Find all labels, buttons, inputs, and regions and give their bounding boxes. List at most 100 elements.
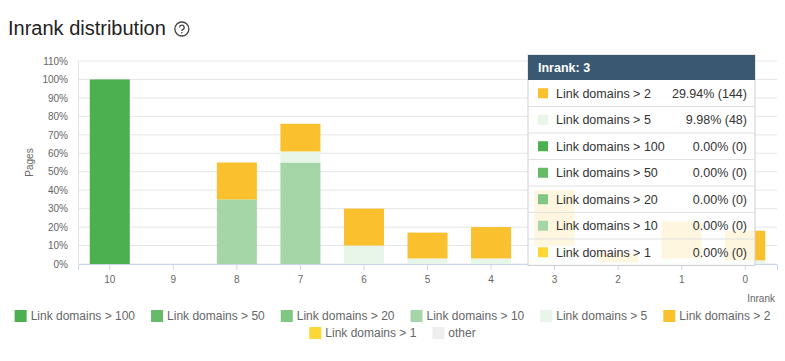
bar <box>217 163 257 200</box>
y-tick: 50% <box>48 166 78 177</box>
bar <box>471 227 511 228</box>
bar <box>344 209 384 246</box>
tooltip-value: 0.00% (0) <box>693 193 747 207</box>
x-tick: 5 <box>425 264 431 285</box>
y-tick-label: 110% <box>43 56 68 67</box>
y-axis-title: Pages <box>24 148 35 176</box>
legend-label: Link domains > 50 <box>167 309 265 323</box>
bar <box>407 232 447 233</box>
bar <box>344 208 384 209</box>
bar <box>280 124 320 152</box>
x-tick: 6 <box>361 264 367 285</box>
y-tick: 40% <box>48 185 78 196</box>
tooltip-header <box>528 55 755 80</box>
x-tick-label: 5 <box>425 274 431 285</box>
y-tick: 20% <box>48 222 78 233</box>
tooltip-value: 0.00% (0) <box>693 166 747 180</box>
y-tick-label: 70% <box>48 130 68 141</box>
legend: Link domains > 100 Link domains > 50 Link … <box>15 309 771 340</box>
tooltip-divider <box>528 159 755 160</box>
tooltip-swatch <box>538 247 548 257</box>
tooltip-row: Link domains > 500.00% (0) <box>528 160 755 181</box>
bar <box>217 162 257 163</box>
bar <box>153 264 193 265</box>
legend-swatch <box>281 310 293 322</box>
legend-label: Link domains > 10 <box>427 309 525 323</box>
legend-swatch <box>411 310 423 322</box>
y-tick-label: 40% <box>48 185 68 196</box>
y-tick-label: 30% <box>48 203 68 214</box>
y-axis: 0% 10% 20% 30% 40% 50% 60% 70% 80% 90% 100% 110% <box>42 56 78 270</box>
y-tick-label: 0% <box>54 259 69 270</box>
x-tick: 9 <box>171 264 177 285</box>
y-tick: 60% <box>48 148 78 159</box>
legend-item: Link domains > 10 <box>411 309 525 323</box>
tooltip-row: Link domains > 100.00% (0) <box>528 213 755 234</box>
tooltip-divider <box>528 186 755 187</box>
bar <box>344 208 384 209</box>
tooltip-name: Link domains > 20 <box>556 193 658 207</box>
x-tick-label: 0 <box>742 274 748 285</box>
legend-swatch <box>15 310 27 322</box>
bar <box>407 232 447 233</box>
legend-swatch <box>432 327 444 339</box>
y-tick: 100% <box>42 74 78 85</box>
bar <box>344 246 384 264</box>
tooltip-value: 29.94% (144) <box>672 87 747 101</box>
tooltip-row: Link domains > 10.00% (0) <box>528 239 755 260</box>
y-axis-line <box>78 62 79 265</box>
bar <box>153 264 193 265</box>
tooltip-divider <box>528 239 755 240</box>
x-tick-label: 9 <box>171 274 177 285</box>
bar <box>280 123 320 124</box>
y-tick-label: 20% <box>48 222 68 233</box>
bar <box>471 227 511 258</box>
x-tick-label: 6 <box>361 274 367 285</box>
legend-item: Link domains > 100 <box>15 309 136 323</box>
chart: Inrank distribution0%10%20%30%40%50%60%7… <box>0 0 785 361</box>
bar <box>153 264 193 265</box>
bar <box>90 79 130 264</box>
y-tick-label: 10% <box>48 240 68 251</box>
y-tick: 70% <box>48 130 78 141</box>
y-tick: 80% <box>48 111 78 122</box>
x-tick-mark <box>173 264 174 270</box>
y-tick-label: 80% <box>48 111 68 122</box>
tooltip-swatch <box>538 141 548 151</box>
legend-swatch <box>309 327 321 339</box>
x-tick-mark <box>300 264 301 270</box>
bar <box>471 258 511 264</box>
tooltip-box <box>528 55 755 266</box>
legend-label: Link domains > 1 <box>325 326 416 340</box>
tooltip-value: 0.00% (0) <box>693 140 747 154</box>
x-tick-label: 3 <box>552 274 558 285</box>
help-icon <box>175 22 189 36</box>
x-tick-label: 10 <box>104 274 116 285</box>
bar <box>153 264 193 265</box>
tooltip-swatch <box>538 168 548 178</box>
legend-item: other <box>432 326 475 340</box>
bar <box>153 264 193 265</box>
x-tick: 7 <box>298 264 304 285</box>
legend-swatch <box>151 310 163 322</box>
bar <box>90 79 130 80</box>
legend-label: Link domains > 100 <box>31 309 136 323</box>
tooltip: Inrank: 3Link domains > 229.94% (144)Lin… <box>528 55 755 266</box>
x-tick: 4 <box>488 264 494 285</box>
bar-series <box>217 163 321 265</box>
y-tick: 30% <box>48 203 78 214</box>
x-tick-mark <box>427 264 428 270</box>
legend-item: Link domains > 2 <box>663 309 770 323</box>
legend-item: Link domains > 1 <box>309 326 416 340</box>
tooltip-value: 9.98% (48) <box>686 113 747 127</box>
x-tick-label: 4 <box>488 274 494 285</box>
x-tick-label: 2 <box>615 274 621 285</box>
x-tick: 10 <box>104 264 116 285</box>
legend-label: Link domains > 2 <box>679 309 770 323</box>
y-tick-label: 90% <box>48 93 68 104</box>
legend-item: Link domains > 20 <box>281 309 395 323</box>
bar <box>217 199 257 264</box>
legend-item: Link domains > 5 <box>540 309 647 323</box>
x-tick: 8 <box>234 264 240 285</box>
tooltip-name: Link domains > 10 <box>556 219 658 233</box>
